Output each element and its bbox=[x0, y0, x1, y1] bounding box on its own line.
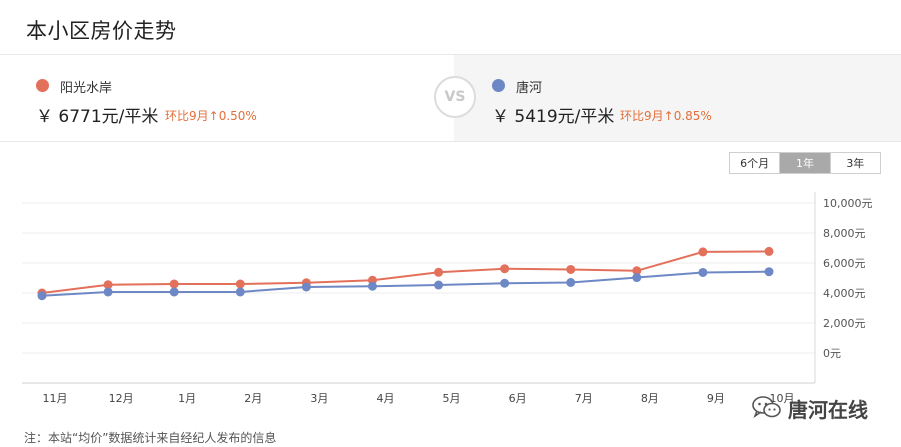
compare-left-card: 阳光水岸 ￥ 6771元/平米 环比9月↑0.50% bbox=[0, 55, 454, 141]
x-tick-label: 3月 bbox=[310, 392, 328, 405]
time-range-tabs: 6个月 1年 3年 bbox=[729, 152, 881, 174]
right-change: 环比9月↑0.85% bbox=[620, 109, 712, 123]
right-community-name: 唐河 bbox=[516, 81, 543, 96]
right-series-dot bbox=[492, 79, 505, 92]
series-line-1 bbox=[41, 250, 770, 294]
data-point-series-2 bbox=[37, 291, 47, 301]
price-comparison-panel: 阳光水岸 ￥ 6771元/平米 环比9月↑0.50% 唐河 ￥ 5419元/平米… bbox=[0, 54, 901, 142]
data-point-series-2 bbox=[301, 282, 311, 292]
y-tick-label: 2,000元 bbox=[823, 317, 866, 330]
x-tick-label: 2月 bbox=[244, 392, 262, 405]
data-point-series-1 bbox=[632, 266, 642, 276]
y-tick-label: 6,000元 bbox=[823, 257, 866, 270]
vs-badge: VS bbox=[434, 76, 476, 118]
data-point-series-1 bbox=[566, 264, 576, 274]
x-tick-label: 10月 bbox=[770, 392, 795, 405]
left-series-dot bbox=[36, 79, 49, 92]
vs-label: VS bbox=[444, 89, 466, 105]
data-point-series-1 bbox=[698, 247, 708, 257]
data-point-series-1 bbox=[434, 267, 444, 277]
data-point-series-1 bbox=[764, 246, 774, 256]
y-tick-label: 0元 bbox=[823, 347, 841, 360]
x-tick-label: 1月 bbox=[178, 392, 196, 405]
data-point-series-2 bbox=[367, 281, 377, 291]
watermark-text: 唐河在线 bbox=[788, 397, 868, 422]
data-point-series-2 bbox=[434, 280, 444, 290]
x-tick-label: 6月 bbox=[509, 392, 527, 405]
x-tick-label: 11月 bbox=[43, 392, 68, 405]
range-tab-3-years[interactable]: 3年 bbox=[846, 157, 865, 170]
series-line-2 bbox=[41, 270, 770, 297]
data-point-series-2 bbox=[169, 287, 179, 297]
data-point-series-2 bbox=[566, 278, 576, 287]
data-point-series-2 bbox=[698, 267, 708, 277]
watermark: 唐河在线 bbox=[752, 393, 868, 423]
left-price: ￥ 6771元/平米 bbox=[36, 107, 159, 127]
page-title: 本小区房价走势 bbox=[26, 19, 177, 43]
x-tick-label: 8月 bbox=[641, 392, 659, 405]
x-tick-label: 9月 bbox=[707, 392, 725, 405]
y-tick-label: 4,000元 bbox=[823, 287, 866, 300]
y-tick-label: 10,000元 bbox=[823, 197, 873, 210]
data-point-series-1 bbox=[500, 264, 510, 274]
data-point-series-2 bbox=[103, 287, 113, 297]
y-tick-label: 8,000元 bbox=[823, 227, 866, 240]
x-tick-label: 7月 bbox=[575, 392, 593, 405]
footnote: 注：本站“均价”数据统计来自经纪人发布的信息 bbox=[24, 431, 277, 445]
compare-right-card: 唐河 ￥ 5419元/平米 环比9月↑0.85% bbox=[454, 55, 901, 141]
left-change: 环比9月↑0.50% bbox=[165, 109, 257, 123]
data-point-series-1 bbox=[169, 279, 179, 289]
data-point-series-2 bbox=[500, 278, 510, 288]
data-point-series-2 bbox=[632, 273, 642, 283]
x-tick-label: 4月 bbox=[376, 392, 394, 405]
range-tab-6-months[interactable]: 6个月 bbox=[730, 153, 781, 173]
right-price: ￥ 5419元/平米 bbox=[492, 107, 615, 127]
left-community-name: 阳光水岸 bbox=[60, 81, 113, 96]
data-point-series-1 bbox=[103, 280, 113, 290]
data-point-series-2 bbox=[764, 267, 774, 277]
wechat-icon bbox=[752, 396, 781, 419]
x-tick-label: 12月 bbox=[109, 392, 134, 405]
data-point-series-1 bbox=[235, 279, 245, 289]
x-tick-label: 5月 bbox=[443, 392, 461, 405]
range-tab-1-year[interactable]: 1年 bbox=[780, 153, 831, 173]
data-point-series-2 bbox=[235, 287, 245, 297]
